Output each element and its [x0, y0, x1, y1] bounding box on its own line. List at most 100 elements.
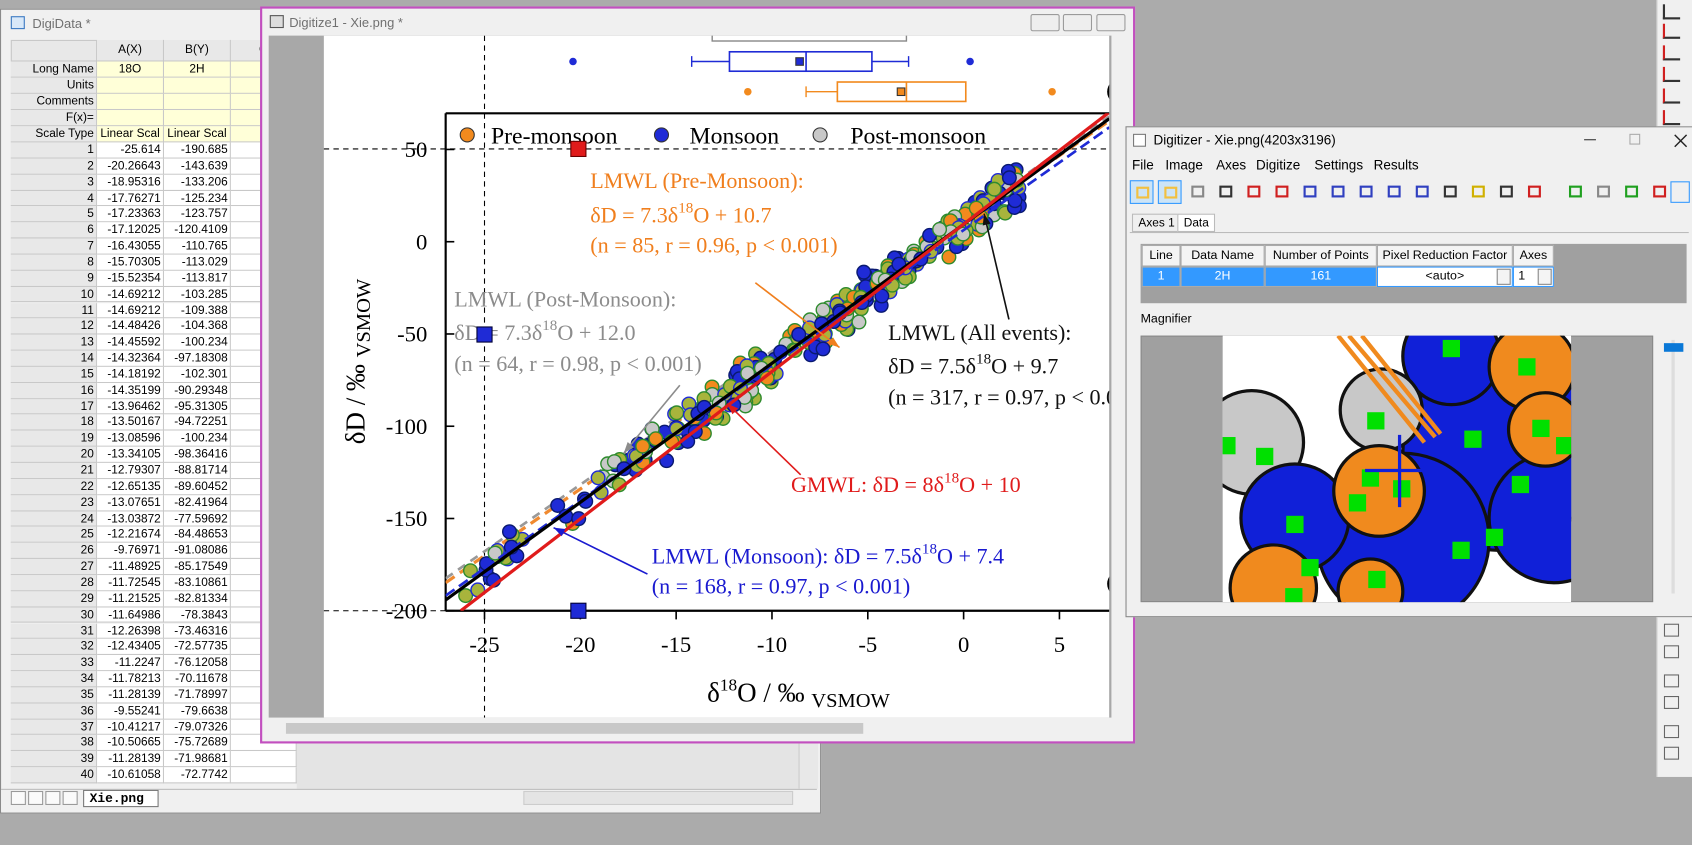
- empty-cell[interactable]: [230, 751, 297, 768]
- menu-item[interactable]: File: [1131, 157, 1154, 173]
- x-cell[interactable]: -15.52354: [97, 270, 165, 287]
- meta-cell[interactable]: 18O: [97, 61, 165, 78]
- x-cell[interactable]: -14.69212: [97, 302, 165, 319]
- toolbar-button[interactable]: [1157, 180, 1182, 204]
- meta-cell[interactable]: [97, 93, 165, 111]
- table-cell[interactable]: <auto>: [1376, 266, 1513, 288]
- toolbar-button[interactable]: [1354, 180, 1378, 204]
- y-cell[interactable]: -90.29348: [164, 382, 231, 399]
- y-cell[interactable]: -82.41964: [164, 494, 231, 511]
- meta-cell[interactable]: [164, 77, 231, 94]
- x-cell[interactable]: -9.76971: [97, 543, 165, 560]
- x-cell[interactable]: -14.35199: [97, 382, 165, 399]
- zoom-slider-thumb[interactable]: [1663, 343, 1684, 352]
- window-button[interactable]: [1030, 14, 1060, 32]
- y-cell[interactable]: -113.817: [164, 270, 231, 287]
- y-cell[interactable]: -95.31305: [164, 398, 231, 415]
- table-header[interactable]: Pixel Reduction Factor: [1376, 244, 1513, 267]
- x-cell[interactable]: -12.21674: [97, 527, 165, 544]
- toolbar-button[interactable]: [1410, 180, 1434, 204]
- y-cell[interactable]: -110.765: [164, 238, 231, 255]
- y-cell[interactable]: -125.234: [164, 190, 231, 207]
- x-cell[interactable]: -12.26398: [97, 623, 165, 640]
- x-cell[interactable]: -18.95316: [97, 174, 165, 191]
- y-cell[interactable]: -91.08086: [164, 543, 231, 560]
- y-cell[interactable]: -83.10861: [164, 575, 231, 592]
- dropdown-button[interactable]: [1496, 268, 1511, 285]
- x-cell[interactable]: -13.96462: [97, 398, 165, 415]
- x-cell[interactable]: -11.64986: [97, 607, 165, 624]
- x-cell[interactable]: -12.65135: [97, 478, 165, 495]
- x-cell[interactable]: -11.28139: [97, 687, 165, 704]
- x-cell[interactable]: -13.03872: [97, 510, 165, 528]
- toolbar-button[interactable]: [1214, 180, 1238, 204]
- toolbar-button[interactable]: [1129, 180, 1154, 204]
- y-cell[interactable]: -79.07326: [164, 719, 231, 736]
- x-cell[interactable]: -16.43055: [97, 238, 165, 255]
- zoom-slider-track[interactable]: [1671, 339, 1675, 594]
- y-cell[interactable]: -79.6638: [164, 703, 231, 720]
- x-cell[interactable]: -12.79307: [97, 462, 165, 479]
- x-cell[interactable]: -13.08596: [97, 430, 165, 447]
- toolbar-button[interactable]: [1270, 180, 1294, 204]
- menu-item[interactable]: Digitize: [1256, 157, 1301, 173]
- y-cell[interactable]: -190.685: [164, 142, 231, 159]
- menu-item[interactable]: Image: [1165, 157, 1203, 173]
- y-cell[interactable]: -84.48653: [164, 527, 231, 544]
- y-cell[interactable]: -120.4109: [164, 222, 231, 239]
- y-cell[interactable]: -102.301: [164, 366, 231, 383]
- toolbar-button[interactable]: [1648, 180, 1672, 204]
- x-cell[interactable]: -17.23363: [97, 206, 165, 223]
- tool-button[interactable]: [1663, 725, 1680, 739]
- table-cell[interactable]: 2H: [1180, 266, 1265, 288]
- x-cell[interactable]: -14.69212: [97, 286, 165, 303]
- y-cell[interactable]: -82.81334: [164, 591, 231, 608]
- meta-cell[interactable]: Linear Scal: [97, 126, 165, 143]
- minimize-button[interactable]: [1584, 139, 1596, 141]
- sheet-nav-button[interactable]: [62, 790, 78, 805]
- tool-button[interactable]: [1662, 88, 1681, 104]
- y-cell[interactable]: -73.46316: [164, 623, 231, 640]
- menu-item[interactable]: Axes: [1216, 157, 1247, 173]
- x-cell[interactable]: -11.72545: [97, 575, 165, 592]
- y-cell[interactable]: -70.11678: [164, 671, 231, 688]
- window-button[interactable]: [1062, 14, 1093, 32]
- toolbar-button[interactable]: [1382, 180, 1406, 204]
- y-cell[interactable]: -98.36416: [164, 446, 231, 463]
- table-header[interactable]: Axes: [1512, 244, 1554, 267]
- y-cell[interactable]: -104.368: [164, 318, 231, 335]
- table-header[interactable]: Number of Points: [1264, 244, 1377, 267]
- y-cell[interactable]: -133.206: [164, 174, 231, 191]
- y-cell[interactable]: -100.234: [164, 334, 231, 351]
- meta-cell[interactable]: 2H: [164, 61, 231, 78]
- vertical-scrollbar[interactable]: [1111, 35, 1128, 718]
- tab[interactable]: Data: [1177, 213, 1216, 233]
- x-cell[interactable]: -14.45592: [97, 334, 165, 351]
- x-cell[interactable]: -20.26643: [97, 158, 165, 175]
- y-cell[interactable]: -103.285: [164, 286, 231, 303]
- sheet-tab[interactable]: Xie.png: [83, 789, 159, 808]
- x-cell[interactable]: -14.48426: [97, 318, 165, 335]
- y-cell[interactable]: -71.78997: [164, 687, 231, 704]
- y-cell[interactable]: -94.72251: [164, 414, 231, 431]
- x-cell[interactable]: -15.70305: [97, 254, 165, 271]
- toolbar-button[interactable]: [1186, 180, 1210, 204]
- x-cell[interactable]: -13.07651: [97, 494, 165, 511]
- column-header[interactable]: B(Y): [164, 39, 231, 62]
- toolbar-button[interactable]: [1592, 180, 1616, 204]
- tool-button[interactable]: [1663, 746, 1680, 760]
- toolbar-button[interactable]: [1438, 180, 1462, 204]
- x-cell[interactable]: -14.32364: [97, 350, 165, 367]
- x-cell[interactable]: -11.21525: [97, 591, 165, 608]
- tool-button[interactable]: [1662, 4, 1681, 20]
- y-cell[interactable]: -71.98681: [164, 751, 231, 768]
- menu-item[interactable]: Results: [1373, 157, 1419, 173]
- x-cell[interactable]: -17.12025: [97, 222, 165, 239]
- x-cell[interactable]: -11.78213: [97, 671, 165, 688]
- x-cell[interactable]: -10.50665: [97, 735, 165, 752]
- empty-cell[interactable]: [230, 767, 297, 784]
- toolbar-button[interactable]: [1523, 180, 1547, 204]
- tool-button[interactable]: [1663, 623, 1680, 637]
- tool-button[interactable]: [1663, 696, 1680, 709]
- tool-button[interactable]: [1662, 66, 1681, 83]
